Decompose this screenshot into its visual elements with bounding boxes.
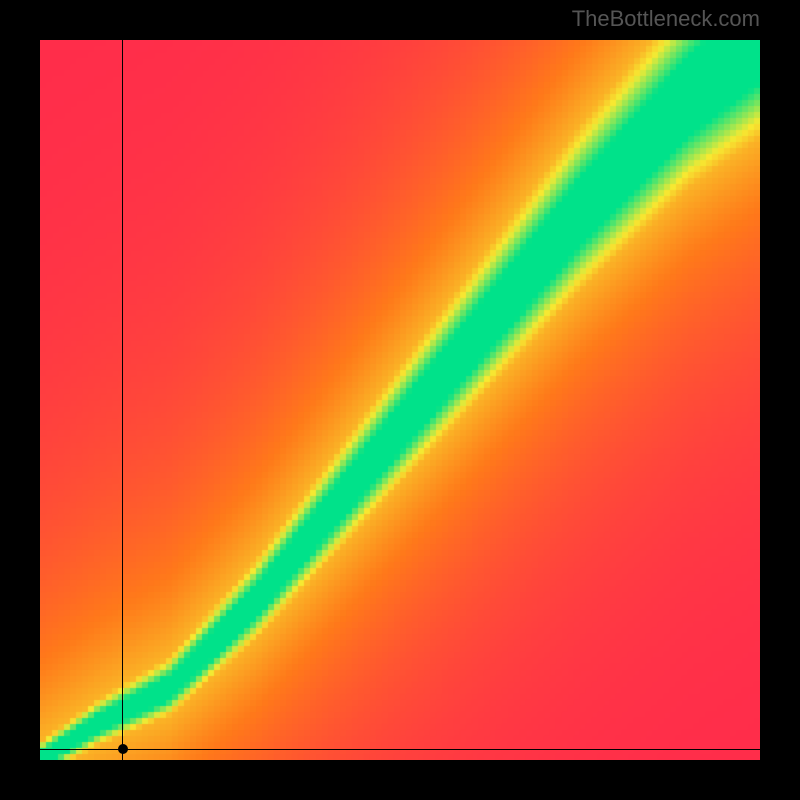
- attribution-text: TheBottleneck.com: [572, 6, 760, 32]
- chart-container: TheBottleneck.com: [0, 0, 800, 800]
- heatmap-canvas: [40, 40, 760, 760]
- crosshair-vertical: [122, 40, 123, 760]
- crosshair-marker: [118, 744, 128, 754]
- frame-left: [0, 0, 40, 800]
- frame-right: [760, 0, 800, 800]
- frame-bottom: [0, 760, 800, 800]
- crosshair-horizontal: [40, 749, 760, 750]
